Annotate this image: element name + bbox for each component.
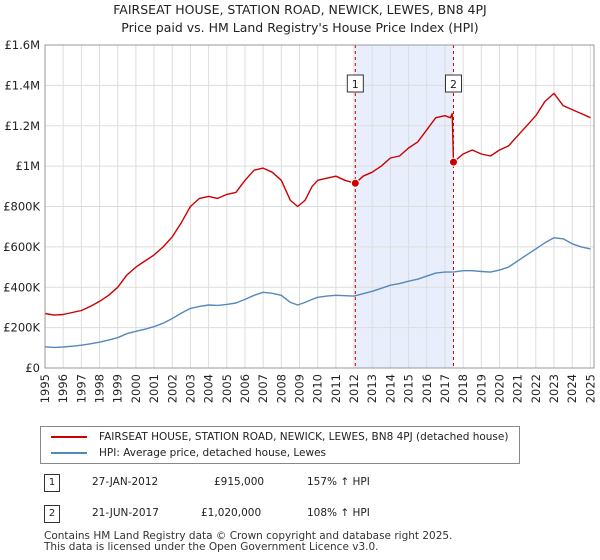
y-tick-label: £1.2M — [4, 119, 40, 133]
legend-swatch-hpi — [51, 452, 87, 454]
x-tick-label: 2018 — [456, 374, 470, 403]
sale-date-2: 21-JUN-2017 — [92, 507, 159, 519]
x-tick-label: 2019 — [474, 374, 488, 403]
x-tick-label: 1996 — [56, 374, 70, 403]
y-tick-label: £200K — [3, 321, 40, 335]
chart-title: FAIRSEAT HOUSE, STATION ROAD, NEWICK, LE… — [113, 2, 487, 17]
x-tick-label: 2015 — [402, 374, 416, 403]
x-tick-label: 2022 — [529, 374, 543, 403]
y-tick-label: £600K — [3, 240, 40, 254]
x-tick-label: 2000 — [129, 374, 143, 403]
sale-marker-box-1: 1 — [44, 474, 60, 492]
sale-point — [350, 178, 360, 188]
sale-price-2: £1,020,000 — [201, 507, 262, 519]
x-tick-label: 2001 — [147, 374, 161, 403]
x-tick-label: 2012 — [347, 374, 361, 403]
sale-point — [448, 157, 458, 167]
x-tick-label: 2011 — [329, 374, 343, 403]
price-chart: £0 £200K £400K £600K £800K £1M £1.2M £1.4M £1.6M… — [3, 38, 597, 403]
legend-swatch-property — [51, 436, 87, 438]
x-tick-label: 2017 — [438, 374, 452, 403]
x-tick-label: 2016 — [420, 374, 434, 403]
x-tick-label: 1995 — [38, 374, 52, 403]
x-tick-label: 2025 — [583, 374, 597, 403]
y-tick-label: £0 — [25, 361, 40, 375]
sale-marker-box — [444, 74, 462, 93]
x-tick-label: 2009 — [293, 374, 307, 403]
x-tick-label: 2021 — [511, 374, 525, 403]
footer-line-1: Contains HM Land Registry data © Crown c… — [44, 530, 453, 542]
chart-subtitle: Price paid vs. HM Land Registry's House … — [121, 20, 479, 35]
series-line-hpi — [44, 237, 591, 349]
footer: Contains HM Land Registry data © Crown c… — [44, 531, 452, 553]
x-tick-label: 2007 — [256, 374, 270, 403]
x-tick-label: 2003 — [183, 374, 197, 403]
y-tick-label: £1M — [15, 159, 40, 173]
x-tick-label: 2005 — [220, 374, 234, 403]
x-tick-label: 2023 — [547, 374, 561, 403]
y-tick-label: £1.6M — [4, 38, 40, 52]
x-tick-label: 1998 — [93, 374, 107, 403]
sale-marker-box — [346, 74, 364, 93]
legend-item-hpi: HPI: Average price, detached house, Lewe… — [51, 446, 326, 460]
sale-marker-label: 2 — [450, 78, 457, 91]
sale-marker-label: 1 — [352, 78, 359, 91]
x-tick-label: 2004 — [202, 374, 216, 403]
series-line-property — [44, 92, 591, 316]
footer-line-2: This data is licensed under the Open Gov… — [44, 541, 379, 553]
x-tick-label: 2013 — [365, 374, 379, 403]
y-tick-label: £800K — [3, 200, 40, 214]
sale-hpi-2: 108% ↑ HPI — [307, 507, 370, 519]
x-tick-label: 1999 — [111, 374, 125, 403]
legend-label-property: FAIRSEAT HOUSE, STATION ROAD, NEWICK, LE… — [99, 431, 509, 443]
y-tick-label: £400K — [3, 280, 40, 294]
sale-price-1: £915,000 — [214, 476, 265, 488]
x-tick-label: 2024 — [565, 374, 579, 403]
legend-item-property: FAIRSEAT HOUSE, STATION ROAD, NEWICK, LE… — [51, 430, 508, 444]
x-tick-label: 2006 — [238, 374, 252, 403]
y-tick-label: £1.4M — [4, 78, 40, 92]
x-tick-label: 2020 — [492, 374, 506, 403]
sale-hpi-1: 157% ↑ HPI — [307, 476, 370, 488]
sale-marker-box-2: 2 — [44, 505, 60, 523]
x-tick-label: 2014 — [383, 374, 397, 403]
legend: FAIRSEAT HOUSE, STATION ROAD, NEWICK, LE… — [40, 426, 520, 464]
x-tick-label: 2008 — [274, 374, 288, 403]
x-tick-label: 2002 — [165, 374, 179, 403]
sale-date-1: 27-JAN-2012 — [92, 476, 159, 488]
x-tick-label: 2010 — [311, 374, 325, 403]
legend-label-hpi: HPI: Average price, detached house, Lewe… — [99, 447, 327, 459]
plot-frame — [44, 44, 595, 369]
x-tick-label: 1997 — [74, 374, 88, 403]
